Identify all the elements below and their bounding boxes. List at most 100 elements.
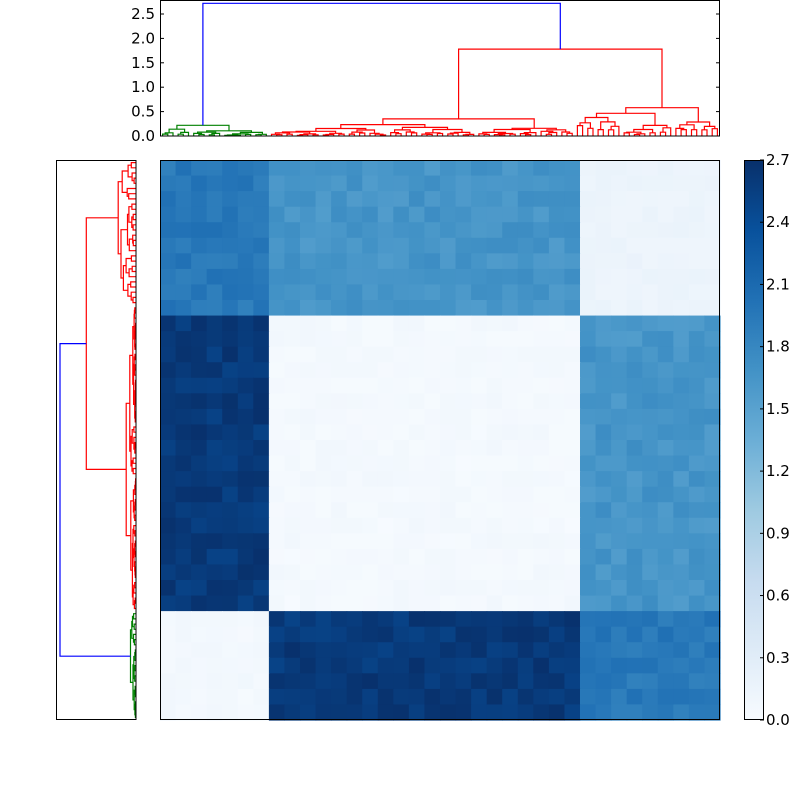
heatmap-cell xyxy=(331,595,348,612)
heatmap-cell xyxy=(424,595,441,612)
heatmap-cell xyxy=(253,626,270,643)
heatmap-cell xyxy=(346,517,363,534)
heatmap-cell xyxy=(393,408,410,426)
heatmap-cell xyxy=(502,533,519,550)
heatmap-cell xyxy=(486,160,503,177)
heatmap-cell xyxy=(471,300,488,317)
heatmap-cell xyxy=(362,393,379,410)
heatmap-cell xyxy=(611,533,628,550)
heatmap-cell xyxy=(657,548,674,566)
heatmap-cell xyxy=(160,455,177,472)
heatmap-cell xyxy=(160,626,177,643)
heatmap-cell xyxy=(688,268,706,286)
heatmap-cell xyxy=(502,408,519,426)
heatmap-cell xyxy=(268,440,286,457)
heatmap-cell xyxy=(440,626,457,643)
heatmap-cell xyxy=(611,455,628,472)
heatmap-cell xyxy=(268,237,286,254)
heatmap-cell xyxy=(564,175,581,192)
heatmap-cell xyxy=(657,502,674,519)
heatmap-cell xyxy=(595,688,612,706)
heatmap-cell xyxy=(284,471,301,488)
heatmap-cell xyxy=(548,455,566,472)
dendrogram-link xyxy=(690,129,698,136)
heatmap-cell xyxy=(642,222,659,239)
heatmap-cell xyxy=(408,440,426,457)
dendrogram-link xyxy=(134,543,136,555)
top-dendrogram-frame xyxy=(160,0,720,137)
dendrogram-link xyxy=(133,505,135,519)
heatmap-cell xyxy=(222,595,239,612)
dendrogram-link xyxy=(133,548,135,567)
heatmap-cell xyxy=(704,486,721,503)
heatmap-cell xyxy=(564,502,581,519)
heatmap-cell xyxy=(704,222,721,239)
heatmap-cell xyxy=(657,393,674,410)
heatmap-cell xyxy=(222,206,239,223)
heatmap-cell xyxy=(471,455,488,472)
heatmap-cell xyxy=(362,237,379,254)
heatmap-cell xyxy=(362,533,379,550)
heatmap-cell xyxy=(455,206,472,223)
heatmap-cell xyxy=(517,502,534,519)
heatmap-cell xyxy=(657,533,674,550)
heatmap-cell xyxy=(346,253,363,270)
heatmap-cell xyxy=(160,424,177,441)
heatmap-cell xyxy=(486,284,503,301)
heatmap-cell xyxy=(377,268,394,286)
heatmap-cell xyxy=(471,564,488,581)
heatmap-cell xyxy=(580,424,597,441)
heatmap-cell xyxy=(704,408,721,426)
heatmap-cell xyxy=(253,331,270,348)
heatmap-cell xyxy=(611,300,628,317)
heatmap-cell xyxy=(548,688,566,706)
heatmap-cell xyxy=(548,268,566,286)
heatmap-cell xyxy=(455,595,472,612)
heatmap-cell xyxy=(595,471,612,488)
heatmap-cell xyxy=(611,611,628,628)
heatmap-cell xyxy=(331,346,348,363)
heatmap-cell xyxy=(688,533,706,550)
heatmap-cell xyxy=(284,268,301,286)
heatmap-cell xyxy=(455,331,472,348)
heatmap-cell xyxy=(517,268,534,286)
heatmap-cell xyxy=(315,237,332,254)
heatmap-cell xyxy=(206,704,223,721)
heatmap-cell xyxy=(237,486,254,503)
heatmap-cell xyxy=(424,517,441,534)
heatmap-cell xyxy=(626,673,643,690)
heatmap-cell xyxy=(408,377,426,394)
heatmap-cell xyxy=(486,704,503,721)
heatmap-cell xyxy=(626,191,643,208)
heatmap-cell xyxy=(331,222,348,239)
heatmap-cell xyxy=(362,471,379,488)
heatmap-cell xyxy=(222,346,239,363)
heatmap-cell xyxy=(595,237,612,254)
heatmap-cell xyxy=(331,237,348,254)
heatmap-cell xyxy=(424,331,441,348)
heatmap-cell xyxy=(393,424,410,441)
heatmap-cell xyxy=(611,657,628,674)
heatmap-cell xyxy=(533,175,550,192)
heatmap-cell xyxy=(237,268,254,286)
heatmap-cell xyxy=(206,222,223,239)
heatmap-cell xyxy=(502,440,519,457)
heatmap-cell xyxy=(237,626,254,643)
heatmap-cell xyxy=(704,268,721,286)
heatmap-cell xyxy=(160,688,177,706)
heatmap-cell xyxy=(300,455,317,472)
heatmap-cell xyxy=(346,580,363,597)
heatmap-cell xyxy=(315,688,332,706)
heatmap-cell xyxy=(237,393,254,410)
heatmap-cell xyxy=(548,206,566,223)
heatmap-cell xyxy=(688,315,706,332)
heatmap-cell xyxy=(564,564,581,581)
heatmap-cell xyxy=(393,222,410,239)
heatmap-cell xyxy=(611,626,628,643)
heatmap-cell xyxy=(300,362,317,379)
heatmap-cell xyxy=(548,657,566,674)
heatmap-cell xyxy=(611,346,628,363)
heatmap-cell xyxy=(268,455,286,472)
heatmap-cell xyxy=(268,704,286,721)
heatmap-cell xyxy=(704,688,721,706)
